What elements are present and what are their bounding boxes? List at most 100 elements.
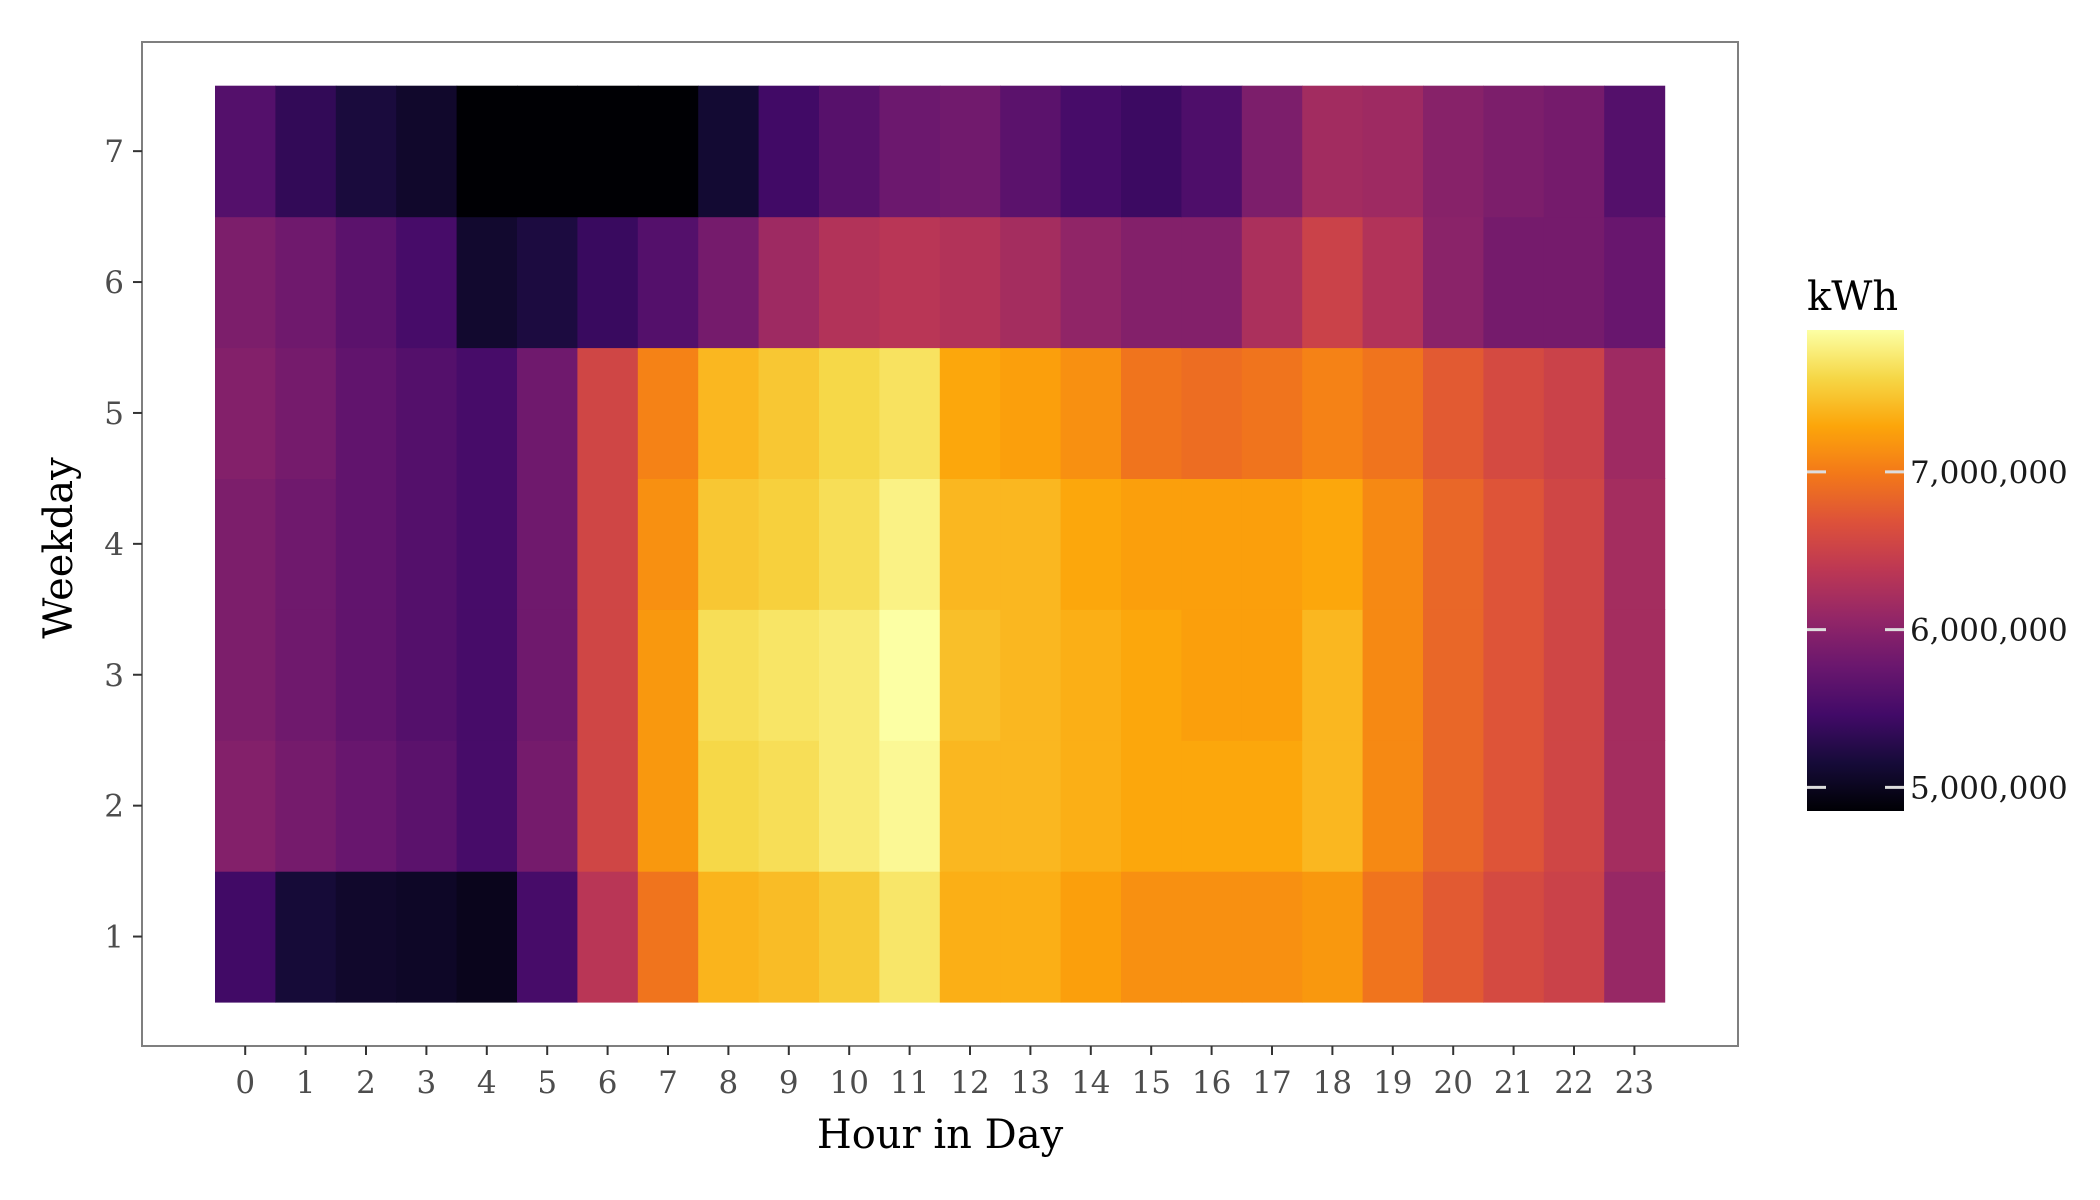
heatmap-cell	[879, 216, 941, 349]
x-tick-label: 3	[417, 1065, 437, 1101]
heatmap-cell	[698, 740, 760, 872]
heatmap-cell	[1241, 478, 1303, 610]
heatmap-cell	[335, 347, 397, 479]
heatmap-cell	[275, 216, 337, 349]
x-tick-label: 12	[950, 1065, 989, 1101]
x-axis-title: Hour in Day	[817, 1112, 1064, 1158]
heatmap-cell	[275, 347, 337, 479]
heatmap-cell	[879, 347, 941, 479]
y-tick-label: 4	[104, 527, 124, 563]
x-tick-label: 10	[829, 1065, 868, 1101]
heatmap-cell	[335, 478, 397, 610]
heatmap-cell	[698, 216, 760, 349]
heatmap-cell	[939, 478, 1001, 610]
heatmap-cell	[939, 347, 1001, 479]
heatmap-cell	[1423, 347, 1484, 479]
heatmap-cell	[396, 85, 458, 218]
x-tick-label: 8	[719, 1065, 739, 1101]
x-tick-label: 21	[1494, 1065, 1533, 1101]
x-tick-label: 22	[1554, 1065, 1593, 1101]
heatmap-cell	[517, 216, 578, 349]
heatmap-cell	[577, 216, 639, 349]
heatmap-cell	[456, 347, 518, 479]
heatmap-cell	[758, 871, 820, 1003]
heatmap-cell	[1543, 871, 1605, 1003]
heatmap-cell	[637, 478, 699, 610]
heatmap-cell	[637, 347, 699, 479]
heatmap-cell	[577, 478, 639, 610]
heatmap-cell	[819, 609, 880, 741]
heatmap-cell	[637, 740, 699, 872]
x-tick-label: 0	[235, 1065, 255, 1101]
heatmap-cell	[758, 478, 820, 610]
heatmap-cell	[1181, 85, 1243, 218]
heatmap-cell	[698, 609, 760, 741]
x-tick-label: 6	[598, 1065, 618, 1101]
heatmap-cell	[1000, 871, 1062, 1003]
heatmap-cell	[1000, 740, 1062, 872]
heatmap-cell	[879, 85, 941, 218]
x-tick-label: 15	[1131, 1065, 1170, 1101]
y-tick-label: 7	[104, 134, 124, 170]
heatmap-cell	[1181, 347, 1243, 479]
heatmap-cell	[1121, 216, 1182, 349]
heatmap-cell	[1060, 347, 1122, 479]
heatmap-cell	[1362, 609, 1424, 741]
x-tick-label: 17	[1252, 1065, 1291, 1101]
heatmap-cell	[517, 609, 578, 741]
heatmap-cell	[215, 740, 276, 872]
heatmap-cell	[879, 871, 941, 1003]
heatmap-cell	[1302, 871, 1364, 1003]
heatmap-cell	[1302, 347, 1364, 479]
heatmap-cell	[1604, 478, 1666, 610]
y-tick-label: 5	[104, 396, 124, 432]
heatmap-cell	[1000, 85, 1062, 218]
heatmap-cell	[1362, 347, 1424, 479]
x-tick-label: 9	[779, 1065, 799, 1101]
heatmap-cell	[1604, 347, 1666, 479]
heatmap-cell	[1423, 478, 1484, 610]
heatmap-cell	[456, 609, 518, 741]
heatmap-cell	[577, 609, 639, 741]
legend-tick-label: 7,000,000	[1910, 455, 2068, 491]
heatmap-cell	[335, 871, 397, 1003]
heatmap-cell	[1423, 216, 1484, 349]
heatmap-cell	[1181, 478, 1243, 610]
heatmap-cell	[819, 347, 880, 479]
heatmap-cell	[758, 85, 820, 218]
heatmap-cell	[1060, 85, 1122, 218]
heatmap-cell	[637, 871, 699, 1003]
x-tick-label: 19	[1373, 1065, 1412, 1101]
legend-title: kWh	[1807, 274, 1898, 320]
heatmap-cell	[758, 347, 820, 479]
heatmap-cell	[1483, 478, 1545, 610]
heatmap-cell	[396, 478, 458, 610]
heatmap-cell	[819, 478, 880, 610]
heatmap-cell	[1604, 216, 1666, 349]
heatmap-cell	[1604, 871, 1666, 1003]
heatmap-cell	[879, 609, 941, 741]
heatmap-cell	[517, 347, 578, 479]
heatmap-cell	[1121, 347, 1182, 479]
heatmap-cell	[1060, 609, 1122, 741]
heatmap-cell	[335, 609, 397, 741]
heatmap-cell	[879, 740, 941, 872]
heatmap-cell	[758, 609, 820, 741]
heatmap-cell	[1060, 478, 1122, 610]
heatmap-cell	[215, 871, 276, 1003]
heatmap-cell	[1121, 478, 1182, 610]
heatmap-cell	[215, 609, 276, 741]
heatmap-cell	[275, 740, 337, 872]
heatmap-cell	[456, 871, 518, 1003]
colorbar	[1807, 330, 1904, 811]
heatmap-cell	[819, 85, 880, 218]
heatmap-cell	[1543, 85, 1605, 218]
heatmap-cell	[335, 216, 397, 349]
heatmap-cell	[819, 216, 880, 349]
heatmap-cell	[1302, 740, 1364, 872]
heatmap-cell	[939, 216, 1001, 349]
y-tick-label: 3	[104, 658, 124, 694]
heatmap-cell	[1241, 609, 1303, 741]
heatmap-cell	[1121, 871, 1182, 1003]
